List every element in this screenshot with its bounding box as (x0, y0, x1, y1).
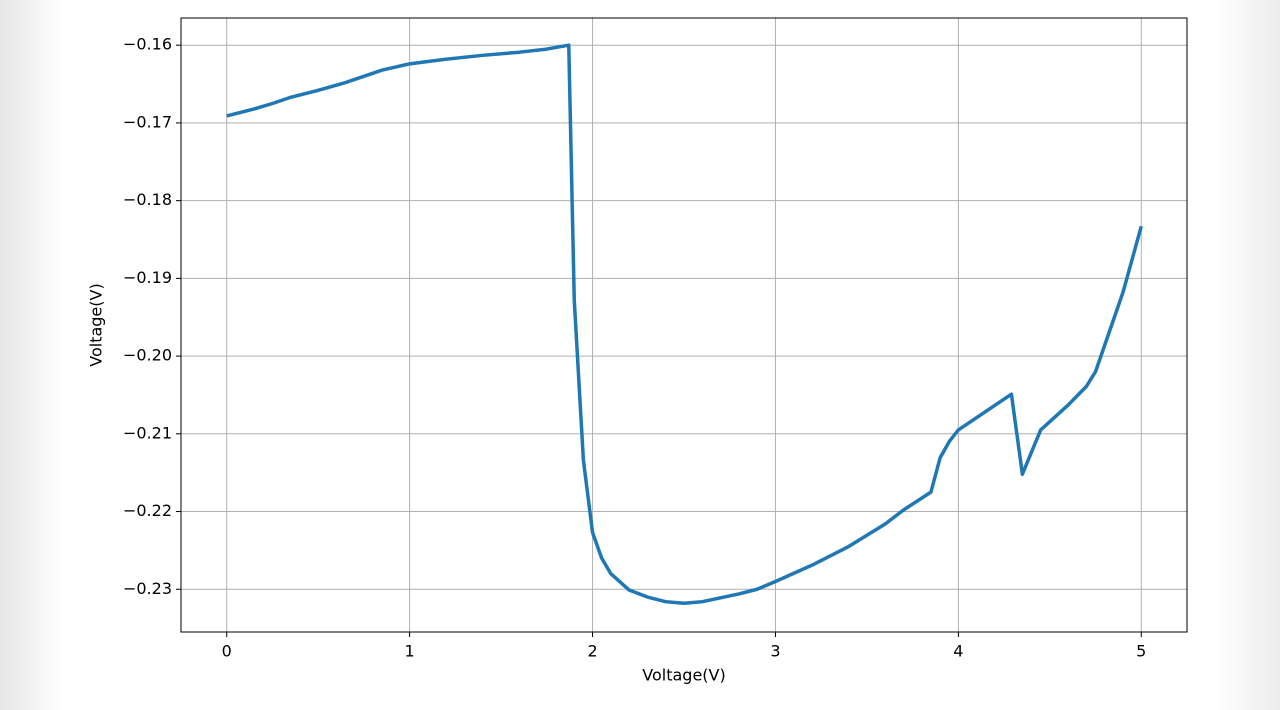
x-tick-label: 5 (1136, 642, 1146, 661)
y-tick-label: −0.19 (123, 268, 172, 287)
x-tick-label: 3 (770, 642, 780, 661)
y-tick-label: −0.18 (123, 190, 172, 209)
y-tick-label: −0.23 (123, 579, 172, 598)
x-tick-label: 0 (222, 642, 232, 661)
x-tick-label: 2 (587, 642, 597, 661)
y-tick-label: −0.16 (123, 35, 172, 54)
x-tick-label: 1 (405, 642, 415, 661)
y-tick-label: −0.22 (123, 501, 172, 520)
data-line (226, 43, 1143, 605)
plot-frame (180, 17, 1188, 633)
x-axis-label: Voltage(V) (642, 666, 725, 685)
y-tick-label: −0.21 (123, 423, 172, 442)
y-axis-label: Voltage(V) (87, 283, 106, 366)
y-tick-label: −0.20 (123, 346, 172, 365)
x-tick-label: 4 (953, 642, 963, 661)
figure-background (63, 0, 1215, 710)
y-tick-label: −0.17 (123, 112, 172, 131)
